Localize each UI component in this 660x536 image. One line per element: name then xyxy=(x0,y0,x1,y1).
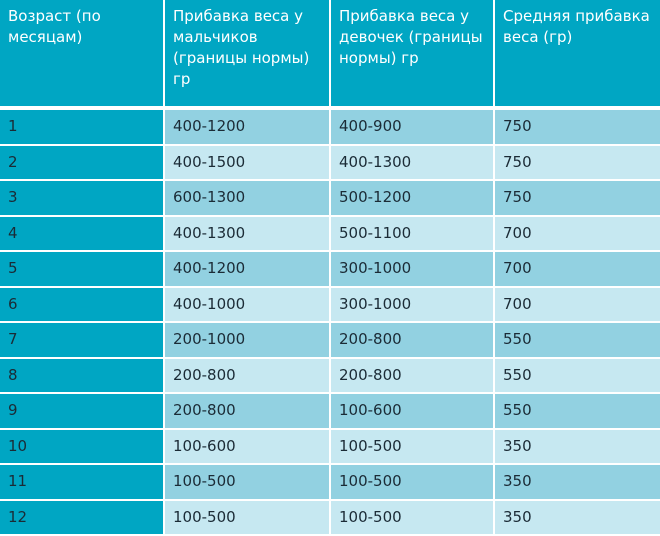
cell-age: 8 xyxy=(0,356,165,394)
cell-age: 11 xyxy=(0,463,165,501)
table-row: 8 200-800 200-800 550 xyxy=(0,356,660,394)
cell-girls: 100-500 xyxy=(329,463,495,501)
cell-age: 7 xyxy=(0,321,165,359)
cell-average: 750 xyxy=(493,179,660,217)
cell-average: 700 xyxy=(493,214,660,252)
header-average: Средняя прибавка веса (гр) xyxy=(493,0,660,110)
cell-age: 9 xyxy=(0,392,165,430)
cell-age: 2 xyxy=(0,143,165,181)
cell-boys: 600-1300 xyxy=(163,179,331,217)
table-row: 11 100-500 100-500 350 xyxy=(0,463,660,501)
cell-average: 700 xyxy=(493,250,660,288)
header-girls: Прибавка веса у девочек (границы нормы) … xyxy=(329,0,495,110)
cell-average: 750 xyxy=(493,143,660,181)
cell-boys: 400-1200 xyxy=(163,250,331,288)
cell-average: 700 xyxy=(493,285,660,323)
cell-boys: 400-1000 xyxy=(163,285,331,323)
table-row: 9 200-800 100-600 550 xyxy=(0,392,660,430)
cell-girls: 500-1100 xyxy=(329,214,495,252)
table-row: 10 100-600 100-500 350 xyxy=(0,427,660,465)
cell-boys: 100-600 xyxy=(163,427,331,465)
table-row: 1 400-1200 400-900 750 xyxy=(0,107,660,146)
cell-girls: 300-1000 xyxy=(329,250,495,288)
cell-girls: 100-500 xyxy=(329,427,495,465)
cell-average: 350 xyxy=(493,498,660,536)
cell-boys: 200-800 xyxy=(163,356,331,394)
cell-girls: 200-800 xyxy=(329,356,495,394)
cell-age: 4 xyxy=(0,214,165,252)
cell-boys: 400-1200 xyxy=(163,107,331,146)
cell-girls: 100-600 xyxy=(329,392,495,430)
cell-age: 5 xyxy=(0,250,165,288)
table-row: 4 400-1300 500-1100 700 xyxy=(0,214,660,252)
table-row: 12 100-500 100-500 350 xyxy=(0,498,660,536)
cell-age: 3 xyxy=(0,179,165,217)
cell-boys: 400-1300 xyxy=(163,214,331,252)
cell-age: 6 xyxy=(0,285,165,323)
cell-boys: 100-500 xyxy=(163,498,331,536)
table-row: 2 400-1500 400-1300 750 xyxy=(0,143,660,181)
cell-age: 10 xyxy=(0,427,165,465)
header-age: Возраст (по месяцам) xyxy=(0,0,165,110)
cell-average: 350 xyxy=(493,427,660,465)
cell-age: 12 xyxy=(0,498,165,536)
cell-girls: 400-1300 xyxy=(329,143,495,181)
table-row: 3 600-1300 500-1200 750 xyxy=(0,179,660,217)
cell-girls: 100-500 xyxy=(329,498,495,536)
table-row: 5 400-1200 300-1000 700 xyxy=(0,250,660,288)
cell-girls: 300-1000 xyxy=(329,285,495,323)
cell-average: 550 xyxy=(493,321,660,359)
cell-average: 550 xyxy=(493,392,660,430)
table-row: 6 400-1000 300-1000 700 xyxy=(0,285,660,323)
cell-average: 550 xyxy=(493,356,660,394)
cell-boys: 200-1000 xyxy=(163,321,331,359)
cell-girls: 500-1200 xyxy=(329,179,495,217)
cell-age: 1 xyxy=(0,107,165,146)
header-row: Возраст (по месяцам) Прибавка веса у мал… xyxy=(0,0,660,110)
header-boys: Прибавка веса у мальчиков (границы нормы… xyxy=(163,0,331,110)
cell-girls: 400-900 xyxy=(329,107,495,146)
cell-boys: 100-500 xyxy=(163,463,331,501)
table-row: 7 200-1000 200-800 550 xyxy=(0,321,660,359)
cell-boys: 400-1500 xyxy=(163,143,331,181)
cell-average: 350 xyxy=(493,463,660,501)
cell-boys: 200-800 xyxy=(163,392,331,430)
cell-average: 750 xyxy=(493,107,660,146)
cell-girls: 200-800 xyxy=(329,321,495,359)
